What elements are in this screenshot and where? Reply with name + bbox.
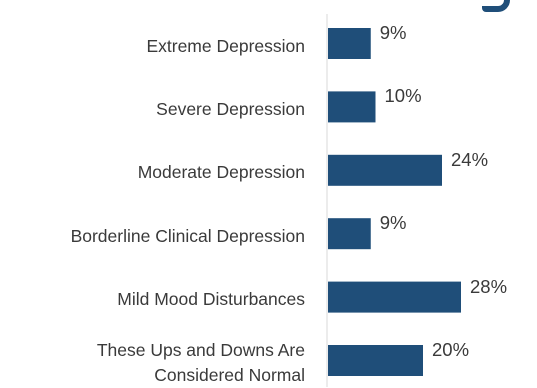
category-label-5: Mild Mood Disturbances [117,287,305,312]
category-label-2: Severe Depression [156,97,305,122]
bar-2 [328,91,376,123]
category-label-1: Extreme Depression [146,34,305,59]
bar-1 [328,28,371,59]
category-label-line: Mild Mood Disturbances [117,289,305,310]
value-label-6: 20% [432,339,470,360]
category-label-line: Extreme Depression [146,35,305,56]
bar-6 [328,345,423,376]
category-label-6: These Ups and Downs Are Considered Normal [97,338,305,388]
category-label-line: Moderate Depression [137,162,305,183]
title-fragment-mark [482,0,510,12]
value-label-3: 24% [451,148,489,170]
bars-group [328,28,461,376]
value-label-1: 9% [379,22,407,43]
value-label-4: 9% [379,212,407,234]
value-label-5: 28% [470,275,508,297]
value-label-2: 10% [384,85,422,107]
bar-3 [328,154,442,186]
category-label-line: Considered Normal [154,364,305,385]
category-label-line: These Ups and Downs Are [96,339,305,360]
bar-5 [328,281,461,313]
bar-4 [328,218,371,250]
category-label-4: Borderline Clinical Depression [71,224,305,249]
category-label-3: Moderate Depression [138,160,305,185]
category-label-line: Severe Depression [156,98,305,119]
category-label-line: Borderline Clinical Depression [70,225,305,246]
